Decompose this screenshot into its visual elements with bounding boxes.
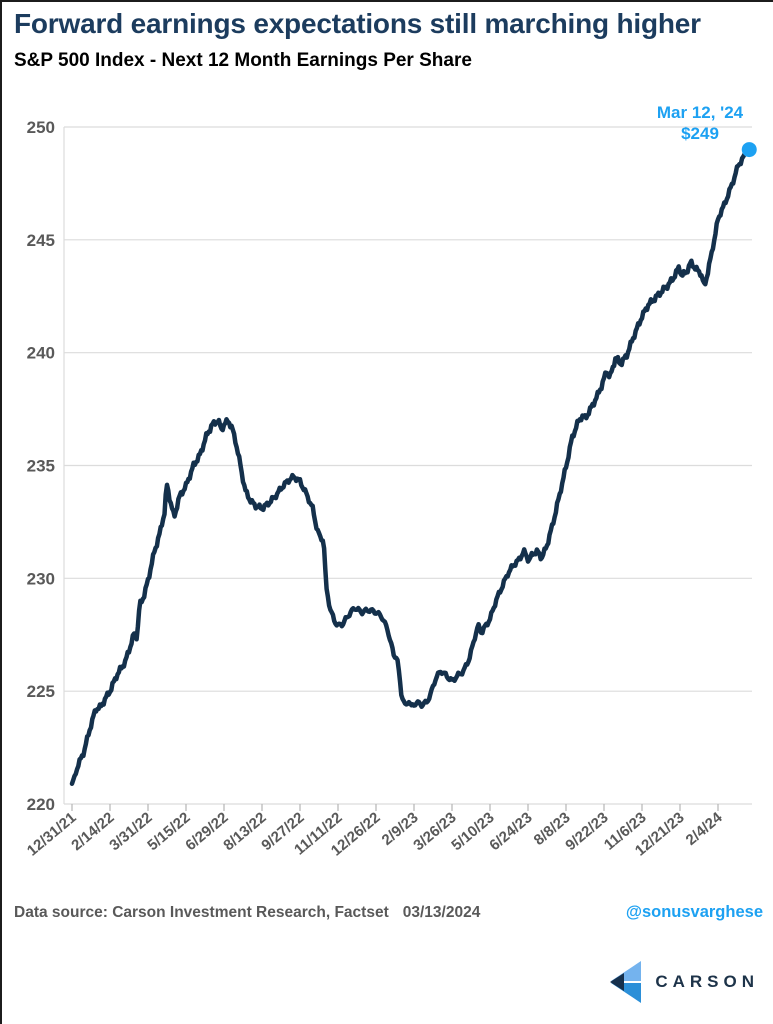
x-axis-label: 5/15/22 bbox=[144, 809, 193, 854]
x-axis-label: 2/14/22 bbox=[68, 809, 117, 854]
y-axis-label-245: 245 bbox=[27, 231, 55, 250]
endpoint-annotation-value: $249 bbox=[681, 124, 719, 143]
data-source-label: Data source: Carson Investment Research,… bbox=[14, 904, 389, 921]
social-handle: @sonusvarghese bbox=[625, 903, 763, 921]
carson-logo-text: CARSON bbox=[655, 972, 759, 991]
x-axis-label: 8/13/22 bbox=[220, 809, 269, 854]
footer: Data source: Carson Investment Research,… bbox=[14, 903, 763, 925]
x-axis-label: 3/31/22 bbox=[106, 809, 155, 854]
data-source-date: 03/13/2024 bbox=[402, 904, 481, 921]
x-axis-label: 3/26/23 bbox=[410, 809, 459, 854]
x-axis-label: 5/10/23 bbox=[448, 809, 497, 854]
x-axis-label: 9/22/23 bbox=[562, 809, 611, 854]
x-axis-label: 2/4/24 bbox=[683, 809, 726, 849]
y-axis-label-225: 225 bbox=[27, 682, 55, 701]
y-axis-label-230: 230 bbox=[27, 569, 55, 588]
endpoint-marker bbox=[741, 142, 757, 158]
carson-logo: CARSON bbox=[607, 960, 759, 1004]
x-axis-label: 12/31/21 bbox=[24, 809, 80, 860]
eps-line bbox=[69, 147, 752, 786]
y-axis-label-250: 250 bbox=[27, 118, 55, 137]
page-title: Forward earnings expectations still marc… bbox=[14, 8, 701, 39]
y-axis-label-240: 240 bbox=[27, 344, 55, 363]
data-source-text: Data source: Carson Investment Research,… bbox=[14, 904, 480, 922]
y-axis-label-220: 220 bbox=[27, 795, 55, 814]
y-axis-label-235: 235 bbox=[27, 457, 55, 476]
endpoint-annotation-date: Mar 12, '24 bbox=[656, 103, 744, 122]
x-axis-label: 6/24/23 bbox=[486, 809, 535, 854]
page-subtitle: S&P 500 Index - Next 12 Month Earnings P… bbox=[14, 50, 472, 71]
x-axis-label: 6/29/22 bbox=[182, 809, 231, 854]
endpoint-annotation: Mar 12, '24 $249 bbox=[648, 102, 752, 144]
carson-chevron-icon bbox=[610, 961, 642, 1003]
